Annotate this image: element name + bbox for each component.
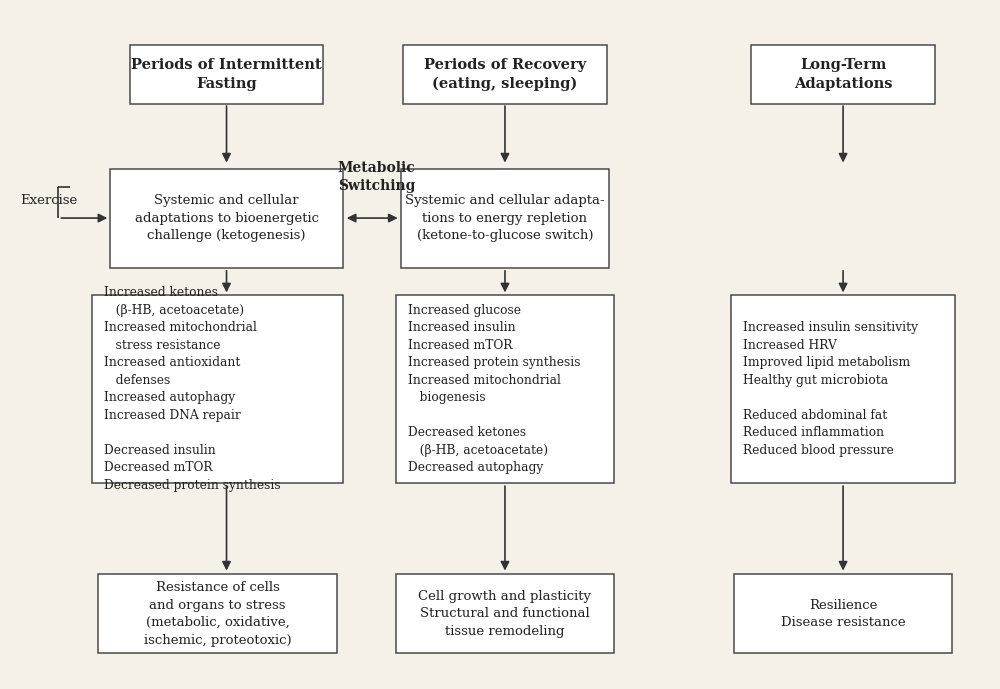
Text: Periods of Recovery
(eating, sleeping): Periods of Recovery (eating, sleeping) bbox=[424, 58, 586, 92]
Text: Systemic and cellular
adaptations to bioenergetic
challenge (ketogenesis): Systemic and cellular adaptations to bio… bbox=[135, 194, 319, 242]
FancyBboxPatch shape bbox=[98, 575, 337, 653]
Text: Systemic and cellular adapta-
tions to energy repletion
(ketone-to-glucose switc: Systemic and cellular adapta- tions to e… bbox=[405, 194, 605, 242]
Text: Periods of Intermittent
Fasting: Periods of Intermittent Fasting bbox=[131, 58, 322, 91]
Text: Cell growth and plasticity
Structural and functional
tissue remodeling: Cell growth and plasticity Structural an… bbox=[418, 590, 591, 638]
Text: Resistance of cells
and organs to stress
(metabolic, oxidative,
ischemic, proteo: Resistance of cells and organs to stress… bbox=[144, 581, 291, 646]
Text: Increased glucose
Increased insulin
Increased mTOR
Increased protein synthesis
I: Increased glucose Increased insulin Incr… bbox=[408, 304, 580, 474]
FancyBboxPatch shape bbox=[403, 45, 607, 103]
Text: Metabolic
Switching: Metabolic Switching bbox=[338, 161, 416, 193]
Text: Resilience
Disease resistance: Resilience Disease resistance bbox=[781, 599, 905, 629]
FancyBboxPatch shape bbox=[396, 575, 614, 653]
FancyBboxPatch shape bbox=[401, 169, 609, 267]
Text: Long-Term
Adaptations: Long-Term Adaptations bbox=[794, 58, 892, 91]
FancyBboxPatch shape bbox=[734, 575, 952, 653]
FancyBboxPatch shape bbox=[130, 45, 323, 103]
FancyBboxPatch shape bbox=[92, 295, 343, 483]
FancyBboxPatch shape bbox=[396, 295, 614, 483]
FancyBboxPatch shape bbox=[110, 169, 343, 267]
Text: Increased ketones
   (β-HB, acetoacetate)
Increased mitochondrial
   stress resi: Increased ketones (β-HB, acetoacetate) I… bbox=[104, 286, 280, 492]
Text: Exercise: Exercise bbox=[21, 194, 78, 207]
FancyBboxPatch shape bbox=[731, 295, 955, 483]
FancyBboxPatch shape bbox=[751, 45, 935, 103]
Text: Increased insulin sensitivity
Increased HRV
Improved lipid metabolism
Healthy gu: Increased insulin sensitivity Increased … bbox=[743, 321, 918, 457]
